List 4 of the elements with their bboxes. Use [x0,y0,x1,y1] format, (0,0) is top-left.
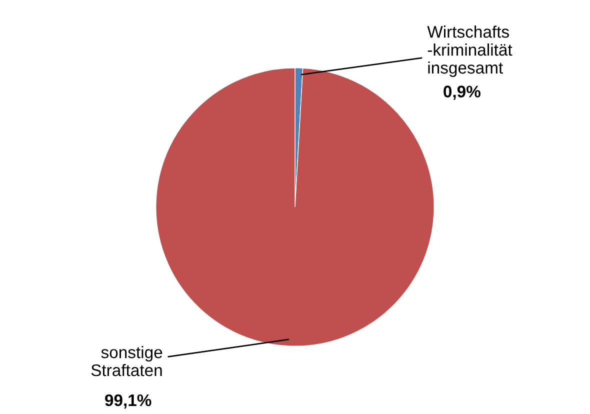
data-label: 99,1% [105,394,152,409]
slice-label: Wirtschafts -kriminalität insgesamt [427,26,512,77]
data-label: 0,9% [444,86,480,100]
slice-label: sonstige Straftaten [91,346,162,376]
